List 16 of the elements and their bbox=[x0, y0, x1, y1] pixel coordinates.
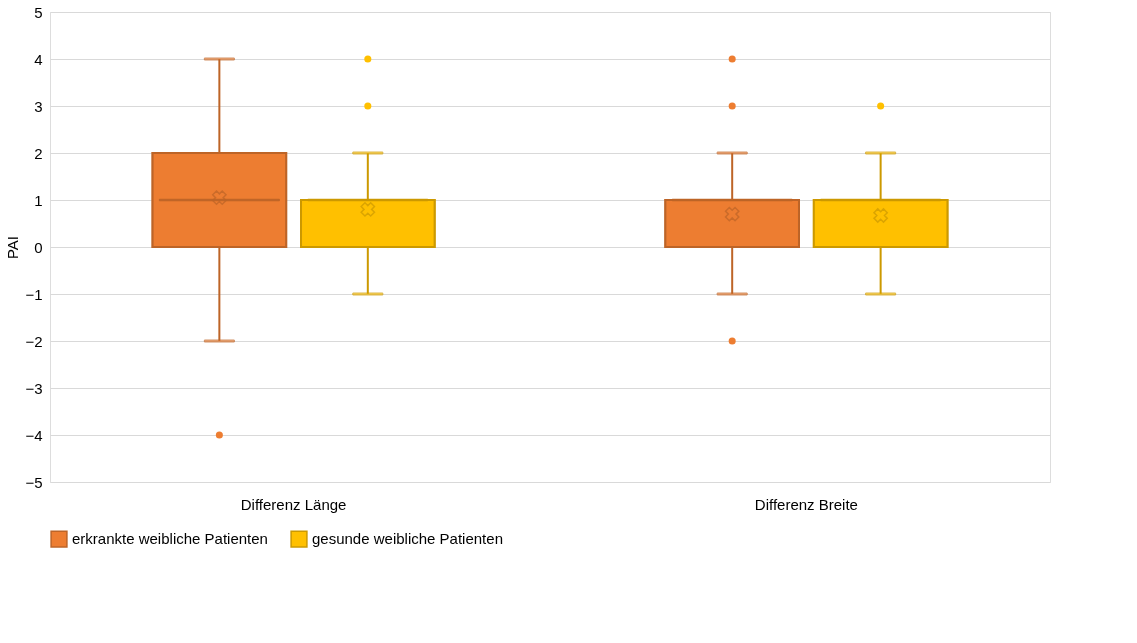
x-tick-label: Differenz Breite bbox=[754, 495, 858, 513]
y-tick-label: 3 bbox=[34, 97, 43, 115]
legend-label: erkrankte weibliche Patienten bbox=[72, 530, 268, 548]
y-tick-label: −4 bbox=[25, 426, 43, 444]
y-tick-label: 0 bbox=[34, 238, 43, 256]
y-tick-label: 2 bbox=[34, 144, 43, 162]
y-tick-label: −3 bbox=[25, 379, 43, 397]
y-tick-label: 4 bbox=[34, 50, 43, 68]
x-tick-label: Differenz Länge bbox=[240, 495, 347, 513]
y-tick-label: −5 bbox=[25, 473, 43, 491]
y-tick-label: 1 bbox=[34, 191, 43, 209]
y-tick-label: −2 bbox=[25, 332, 43, 350]
y-tick-label: −1 bbox=[25, 285, 43, 303]
y-axis-title: PAI bbox=[4, 235, 22, 260]
y-tick-label: 5 bbox=[34, 3, 43, 21]
legend-label: gesunde weibliche Patienten bbox=[312, 530, 503, 548]
